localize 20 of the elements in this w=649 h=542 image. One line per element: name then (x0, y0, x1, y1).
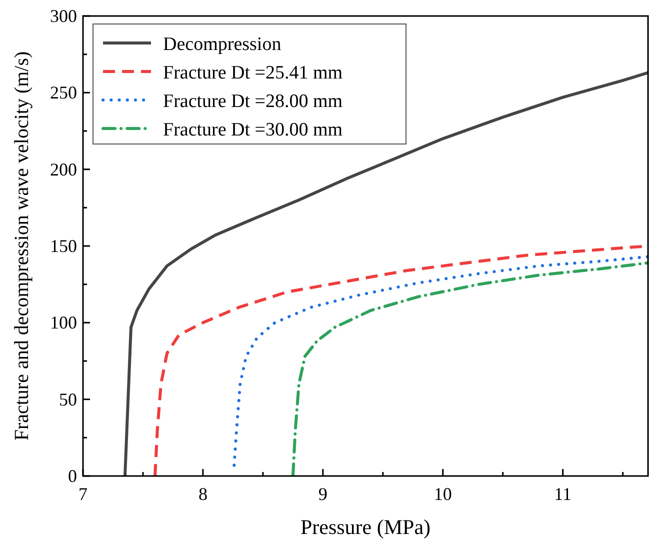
y-tick-label: 100 (50, 312, 77, 333)
legend-label: Decompression (163, 34, 282, 55)
legend-label: Fracture Dt =25.41 mm (163, 62, 343, 84)
x-tick-label: 7 (78, 484, 88, 504)
x-tick-label: 9 (318, 484, 328, 504)
x-axis-title: Pressure (MPa) (300, 515, 431, 539)
line-series (232, 255, 648, 467)
legend-label: Fracture Dt =30.00 mm (163, 120, 343, 140)
y-tick-label: 250 (50, 82, 77, 103)
y-tick-label: 0 (68, 466, 77, 486)
x-tick-label: 8 (198, 484, 208, 504)
x-tick-label: 11 (554, 484, 572, 504)
x-tick-label: 10 (434, 484, 452, 504)
y-tick-label: 50 (59, 389, 77, 410)
y-axis-title: Fracture and decompression wave velocity (m/s) (11, 51, 33, 441)
legend-label: Fracture Dt =28.00 mm (163, 91, 343, 112)
y-tick-label: 200 (50, 159, 77, 180)
line-series (291, 261, 648, 476)
y-tick-label: 150 (50, 236, 77, 256)
y-tick-label: 300 (50, 6, 77, 26)
